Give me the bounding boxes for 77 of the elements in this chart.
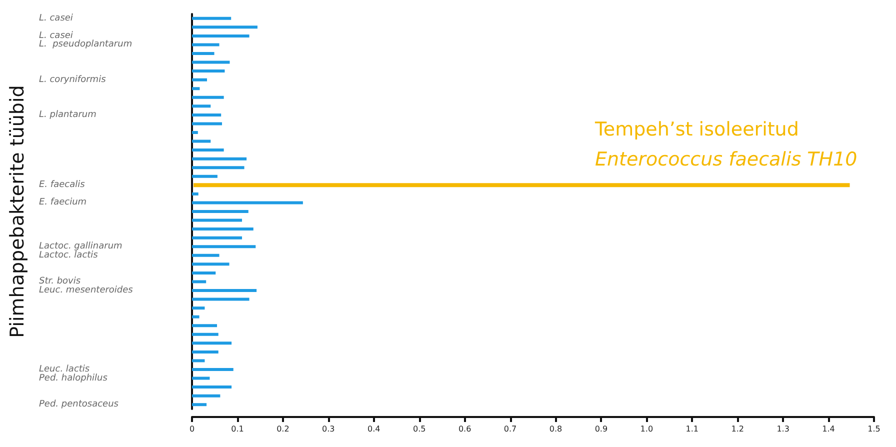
y-tick-label: Ped. halophilus bbox=[39, 373, 108, 384]
x-tick-label: 0.2 bbox=[276, 424, 290, 434]
y-tick-label: Ped. pentosaceus bbox=[39, 400, 119, 410]
bar bbox=[192, 104, 211, 108]
bar bbox=[192, 332, 218, 336]
x-tick-label: 1.3 bbox=[776, 424, 790, 434]
bar bbox=[192, 368, 234, 371]
x-tick-label: 0.6 bbox=[458, 424, 472, 434]
bar bbox=[192, 70, 225, 73]
bar bbox=[192, 386, 232, 389]
x-tick-label: 1.0 bbox=[640, 424, 654, 434]
y-tick-label: L. plantarum bbox=[39, 110, 97, 120]
bar bbox=[192, 113, 222, 116]
bar bbox=[192, 228, 254, 231]
bar bbox=[192, 122, 222, 126]
bar bbox=[192, 157, 247, 160]
bar bbox=[192, 245, 256, 248]
bar bbox=[192, 201, 303, 204]
x-tick-label: 0.8 bbox=[549, 424, 562, 434]
y-axis-title: Piimhappebakterite tüübid bbox=[6, 85, 28, 338]
bar bbox=[192, 174, 218, 178]
bar bbox=[192, 394, 220, 398]
annotation: Tempeh’st isoleeritud bbox=[594, 118, 799, 140]
bar bbox=[192, 52, 214, 55]
bar bbox=[192, 148, 224, 152]
bar bbox=[192, 26, 258, 29]
x-tick-label: 0.1 bbox=[231, 424, 244, 434]
bar bbox=[192, 131, 198, 134]
bar bbox=[192, 359, 205, 362]
bar bbox=[192, 254, 220, 257]
x-tick-label: 1.5 bbox=[868, 424, 880, 434]
y-tick-label: Leuc. mesenteroides bbox=[39, 286, 134, 296]
x-tick-label: 0.5 bbox=[412, 424, 426, 434]
x-tick-label: 0.4 bbox=[368, 424, 380, 434]
bar bbox=[192, 324, 218, 328]
bar bbox=[192, 403, 207, 406]
y-tick-label: Lactoc. gallinarum bbox=[39, 242, 123, 252]
bar bbox=[192, 43, 220, 46]
x-tick-label: 0.9 bbox=[594, 424, 608, 434]
bar bbox=[192, 262, 230, 266]
x-tick-label: 0.3 bbox=[322, 424, 335, 434]
x-tick-label: 0 bbox=[189, 424, 195, 434]
bar bbox=[192, 192, 198, 196]
bar bbox=[192, 289, 257, 292]
bar bbox=[192, 236, 242, 240]
y-tick-label: Lactoc. lactis bbox=[39, 250, 98, 260]
bar bbox=[192, 87, 200, 90]
bar bbox=[192, 78, 208, 82]
bar bbox=[192, 342, 232, 345]
x-tick-label: 1.2 bbox=[731, 424, 744, 434]
x-tick-label: 1.4 bbox=[822, 424, 835, 434]
y-tick-label: L. pseudoplantarum bbox=[39, 40, 132, 50]
bar bbox=[192, 34, 250, 38]
y-tick-label: E. faecalis bbox=[39, 180, 86, 190]
bar bbox=[192, 60, 230, 64]
bar bbox=[192, 16, 232, 20]
x-tick-label: 1.1 bbox=[686, 424, 698, 434]
y-tick-label: L. casei bbox=[39, 13, 74, 24]
bar bbox=[192, 298, 250, 301]
bar bbox=[192, 306, 205, 310]
y-tick-label: Leuc. lactis bbox=[39, 364, 90, 374]
bar bbox=[192, 376, 210, 380]
annotation: Enterococcus faecalis TH10 bbox=[595, 148, 858, 170]
y-tick-label: L. casei bbox=[39, 30, 74, 41]
x-tick-label: 0.7 bbox=[504, 424, 517, 434]
bar bbox=[192, 218, 242, 222]
y-tick-label: L. coryniformis bbox=[39, 74, 106, 85]
bar bbox=[192, 166, 244, 170]
bar bbox=[192, 96, 224, 99]
bar bbox=[192, 210, 248, 213]
y-tick-label: Str. bovis bbox=[39, 276, 81, 287]
bar bbox=[192, 140, 211, 143]
bar bbox=[192, 271, 216, 274]
bar bbox=[192, 350, 218, 354]
y-tick-label: E. faecium bbox=[39, 198, 87, 208]
bar bbox=[192, 280, 206, 284]
bar bbox=[192, 315, 200, 318]
